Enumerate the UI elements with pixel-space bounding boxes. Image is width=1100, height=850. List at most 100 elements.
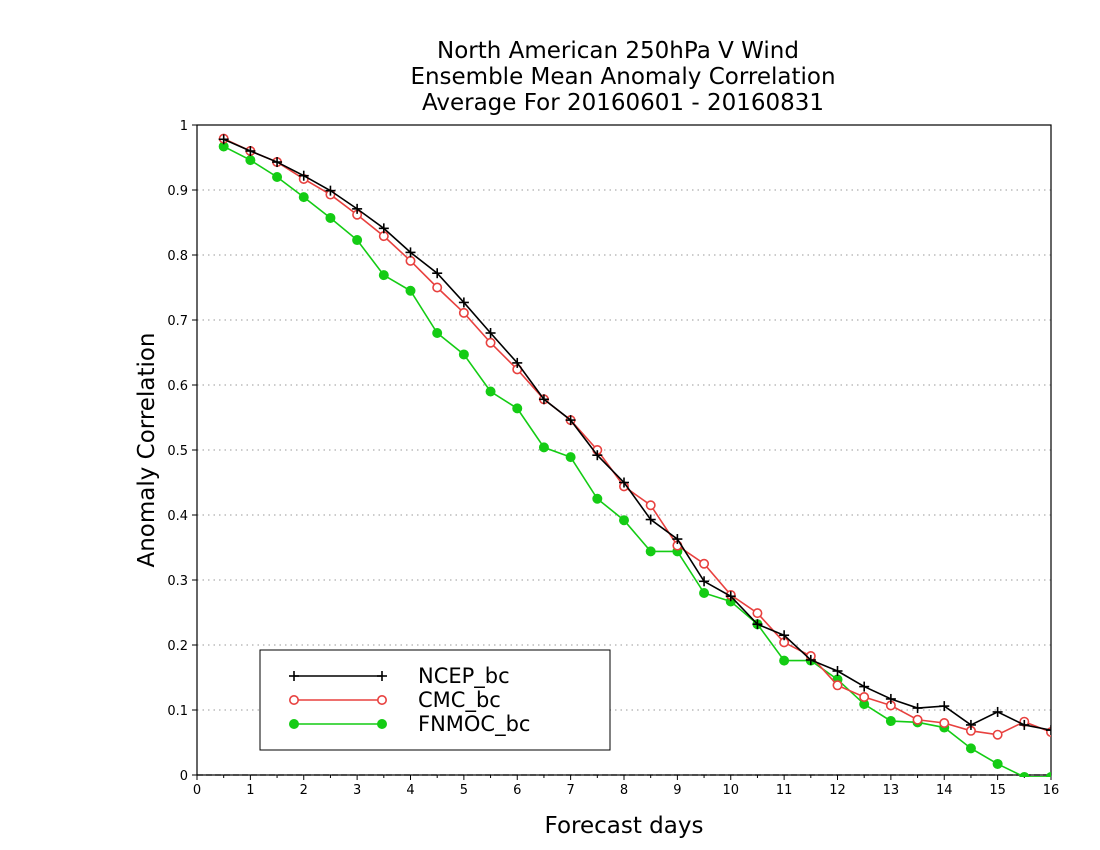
chart-title-line-1: North American 250hPa V Wind <box>437 38 799 64</box>
data-point-NCEP_bc <box>885 693 896 704</box>
x-tick-label: 12 <box>829 783 846 798</box>
y-tick-label: 0.5 <box>167 444 188 459</box>
data-point-FNMOC_bc <box>779 655 790 666</box>
y-axis-label: Anomaly Correlation <box>134 332 160 567</box>
data-point-NCEP_bc <box>245 146 256 156</box>
x-tick-label: 0 <box>193 783 201 798</box>
data-point-NCEP_bc <box>432 268 443 279</box>
data-point-FNMOC_bc <box>1019 771 1030 777</box>
data-point-FNMOC_bc <box>565 452 576 463</box>
legend-marker <box>376 694 387 705</box>
data-point-CMC_bc <box>699 558 710 569</box>
data-point-NCEP_bc <box>485 328 496 338</box>
x-tick-label: 14 <box>936 783 953 798</box>
x-tick-label: 7 <box>566 783 574 798</box>
data-point-FNMOC_bc <box>432 328 443 338</box>
data-point-NCEP_bc <box>832 666 843 676</box>
legend-marker <box>289 671 299 681</box>
legend-entry-FNMOC_bc: FNMOC_bc <box>289 712 530 737</box>
series-line-CMC_bc <box>223 137 1051 736</box>
x-tick-label: 13 <box>883 783 900 798</box>
data-point-NCEP_bc <box>512 357 523 368</box>
y-tick-label: 0.2 <box>167 639 188 654</box>
y-tick-label: 0.9 <box>167 184 188 199</box>
data-point-NCEP_bc <box>619 477 629 488</box>
data-point-NCEP_bc <box>378 223 389 234</box>
y-axis: 0 0.1 0.2 0.3 0.4 0.5 0.6 0.7 0.8 0.9 1 <box>167 119 197 784</box>
data-point-NCEP_bc <box>592 450 603 461</box>
data-point-FNMOC_bc <box>619 515 629 526</box>
x-tick-label: 4 <box>406 783 414 798</box>
legend-entry-NCEP_bc: NCEP_bc <box>289 664 510 689</box>
data-point-CMC_bc <box>645 500 656 511</box>
data-point-NCEP_bc <box>218 134 229 145</box>
data-point-NCEP_bc <box>965 719 976 730</box>
series-line-NCEP_bc <box>223 138 1051 731</box>
data-point-FNMOC_bc <box>885 716 896 727</box>
data-point-FNMOC_bc <box>992 758 1003 769</box>
legend-label: FNMOC_bc <box>418 712 530 737</box>
chart-title-line-2: Ensemble Mean Anomaly Correlation <box>410 64 835 90</box>
y-tick-label: 0.8 <box>167 249 188 264</box>
legend-marker <box>377 719 387 729</box>
data-point-FNMOC_bc <box>325 212 336 223</box>
x-tick-label: 16 <box>1043 783 1060 798</box>
data-point-NCEP_bc <box>859 681 870 692</box>
data-point-FNMOC_bc <box>645 546 656 557</box>
x-tick-label: 1 <box>246 783 254 798</box>
series-layer <box>218 133 1051 777</box>
data-point-NCEP_bc <box>538 394 549 405</box>
x-tick-label: 15 <box>989 783 1006 798</box>
data-point-NCEP_bc <box>912 703 923 714</box>
data-point-FNMOC_bc <box>298 192 309 203</box>
data-point-CMC_bc <box>458 307 469 318</box>
x-tick-label: 8 <box>620 783 628 798</box>
y-tick-label: 1 <box>180 119 188 134</box>
series-NCEP_bc <box>218 134 1051 736</box>
data-point-FNMOC_bc <box>378 270 389 281</box>
data-point-FNMOC_bc <box>405 285 416 296</box>
x-tick-label: 6 <box>513 783 521 798</box>
data-point-NCEP_bc <box>805 654 816 665</box>
data-point-NCEP_bc <box>272 157 283 168</box>
data-point-NCEP_bc <box>725 591 736 602</box>
x-tick-label: 10 <box>722 783 739 798</box>
data-point-FNMOC_bc <box>699 588 710 598</box>
data-point-FNMOC_bc <box>512 403 523 414</box>
data-point-FNMOC_bc <box>245 155 256 166</box>
data-point-NCEP_bc <box>1046 725 1051 736</box>
data-point-NCEP_bc <box>672 534 683 545</box>
data-point-FNMOC_bc <box>458 349 469 360</box>
data-point-CMC_bc <box>405 255 416 266</box>
chart-title-line-3: Average For 20160601 - 20160831 <box>422 90 824 116</box>
data-point-CMC_bc <box>912 714 923 725</box>
legend-marker <box>377 671 387 681</box>
legend-marker <box>289 719 299 729</box>
data-point-CMC_bc <box>939 717 950 728</box>
y-tick-label: 0.4 <box>167 509 188 524</box>
data-point-CMC_bc <box>752 608 763 619</box>
data-point-NCEP_bc <box>699 576 710 587</box>
data-point-NCEP_bc <box>458 297 469 308</box>
legend-entry-CMC_bc: CMC_bc <box>288 688 501 713</box>
data-point-CMC_bc <box>432 282 443 293</box>
y-tick-label: 0.6 <box>167 379 188 394</box>
x-tick-label: 2 <box>300 783 308 798</box>
data-point-CMC_bc <box>992 729 1003 740</box>
data-point-FNMOC_bc <box>352 235 363 246</box>
data-point-NCEP_bc <box>992 706 1003 717</box>
data-point-FNMOC_bc <box>1046 771 1051 777</box>
data-point-NCEP_bc <box>565 415 576 426</box>
x-axis: 0 1 2 3 4 5 6 7 8 9 10 11 12 13 14 15 16 <box>193 775 1059 798</box>
y-tick-label: 0.1 <box>167 704 188 719</box>
x-tick-label: 5 <box>460 783 468 798</box>
data-point-NCEP_bc <box>752 619 763 630</box>
data-point-NCEP_bc <box>779 630 790 641</box>
y-tick-label: 0 <box>180 769 188 784</box>
data-point-FNMOC_bc <box>592 493 603 504</box>
x-tick-label: 11 <box>776 783 793 798</box>
data-point-FNMOC_bc <box>485 386 496 397</box>
